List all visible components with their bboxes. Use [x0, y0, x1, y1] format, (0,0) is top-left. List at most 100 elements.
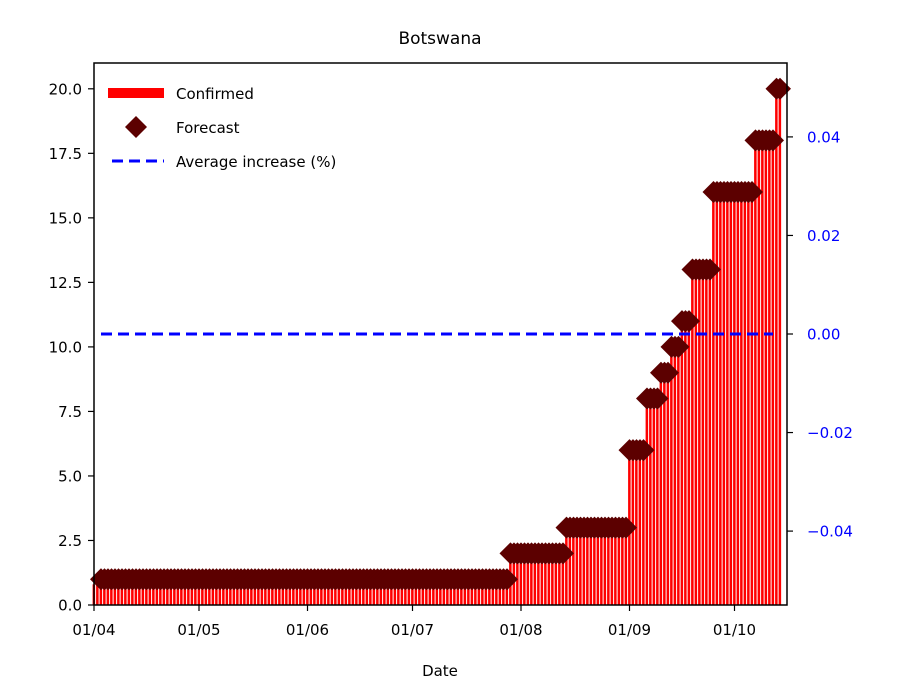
confirmed-bar	[250, 579, 253, 605]
confirmed-bar	[474, 579, 477, 605]
confirmed-bar	[243, 579, 246, 605]
confirmed-bar	[764, 140, 768, 605]
confirmed-bar	[183, 579, 187, 605]
confirmed-bar	[551, 553, 554, 605]
confirmed-bar	[236, 579, 239, 605]
forecast-marker	[496, 568, 518, 591]
confirmed-bar	[320, 579, 323, 605]
legend-label: Forecast	[176, 119, 240, 137]
confirmed-bar	[460, 579, 463, 605]
forecast-marker	[646, 387, 669, 410]
confirmed-bar	[750, 192, 754, 606]
x-axis-ticks: 01/04 01/05 01/06 01/07 01/08 01/09 01/10	[72, 605, 756, 639]
confirmed-bar	[533, 553, 537, 605]
y2-tick-label: 0.00	[807, 326, 840, 344]
legend-label: Confirmed	[176, 85, 254, 103]
confirmed-bar	[362, 579, 365, 605]
confirmed-bar	[330, 579, 334, 605]
confirmed-bar	[386, 579, 390, 605]
confirmed-bar	[470, 579, 474, 605]
confirmed-bar	[719, 192, 722, 606]
confirmed-bar	[400, 579, 404, 605]
confirmed-bar	[106, 579, 110, 605]
confirmed-bar	[418, 579, 421, 605]
confirmed-bar	[141, 579, 145, 605]
confirmed-bar	[733, 192, 736, 606]
confirmed-bar	[131, 579, 134, 605]
confirmed-bar	[435, 579, 439, 605]
confirmed-bar	[439, 579, 442, 605]
y-tick-label: 17.5	[49, 145, 82, 163]
confirmed-bar	[649, 398, 652, 605]
confirmed-bar	[372, 579, 376, 605]
confirmed-bar	[365, 579, 369, 605]
confirmed-bar	[456, 579, 460, 605]
confirmed-bar	[288, 579, 292, 605]
confirmed-bar	[505, 579, 509, 605]
confirmed-bar	[519, 553, 523, 605]
x-tick-label: 01/09	[608, 621, 651, 639]
confirmed-bar	[600, 527, 603, 605]
confirmed-bar	[222, 579, 225, 605]
confirmed-bar	[173, 579, 176, 605]
confirmed-bar	[309, 579, 313, 605]
confirmed-bar	[761, 140, 764, 605]
y-tick-label: 12.5	[49, 274, 82, 292]
confirmed-bar	[484, 579, 488, 605]
confirmed-bar	[302, 579, 306, 605]
confirmed-bar	[120, 579, 124, 605]
x-tick-label: 01/07	[391, 621, 434, 639]
confirmed-bar	[614, 527, 617, 605]
confirmed-bar	[155, 579, 159, 605]
legend: Confirmed Forecast Average increase (%)	[108, 85, 336, 171]
confirmed-bar	[260, 579, 264, 605]
forecast-marker	[552, 542, 574, 565]
confirmed-bar	[547, 553, 551, 605]
confirmed-bar	[670, 346, 673, 605]
confirmed-bar	[743, 192, 747, 606]
legend-label: Average increase (%)	[176, 153, 336, 171]
confirmed-bar	[267, 579, 271, 605]
confirmed-bar	[722, 192, 726, 606]
confirmed-bar	[246, 579, 250, 605]
confirmed-bar	[691, 269, 694, 605]
confirmed-bar	[579, 527, 582, 605]
confirmed-bar	[176, 579, 180, 605]
confirmed-bar	[117, 579, 120, 605]
confirmed-bar	[407, 579, 411, 605]
confirmed-bar	[127, 579, 131, 605]
confirmed-bar	[495, 579, 498, 605]
confirmed-bar	[680, 321, 684, 605]
forecast-marker	[769, 77, 791, 100]
confirmed-bar	[698, 269, 701, 605]
confirmed-bar	[334, 579, 337, 605]
confirmed-bar	[281, 579, 285, 605]
y-tick-label: 5.0	[58, 467, 82, 485]
confirmed-bar	[306, 579, 309, 605]
confirmed-bar	[113, 579, 117, 605]
confirmed-bar	[134, 579, 138, 605]
confirmed-bar	[225, 579, 229, 605]
confirmed-bar	[446, 579, 449, 605]
x-tick-label: 01/08	[499, 621, 542, 639]
confirmed-bar	[124, 579, 127, 605]
forecast-marker	[657, 361, 679, 384]
confirmed-bar	[110, 579, 113, 605]
confirmed-bar	[589, 527, 593, 605]
y2-tick-label: 0.02	[807, 227, 840, 245]
confirmed-bar	[498, 579, 502, 605]
x-tick-label: 01/06	[286, 621, 329, 639]
confirmed-bar	[348, 579, 351, 605]
confirmed-bar	[341, 579, 344, 605]
confirmed-bar	[99, 579, 103, 605]
confirmed-bar	[558, 553, 561, 605]
confirmed-bar	[376, 579, 379, 605]
confirmed-bar	[215, 579, 218, 605]
confirmed-bar	[404, 579, 407, 605]
confirmed-bar	[414, 579, 418, 605]
confirmed-bar	[754, 140, 757, 605]
confirmed-bar	[323, 579, 327, 605]
confirmed-bar	[523, 553, 526, 605]
confirmed-bar	[778, 88, 782, 605]
chart-title: Botswana	[398, 29, 481, 49]
